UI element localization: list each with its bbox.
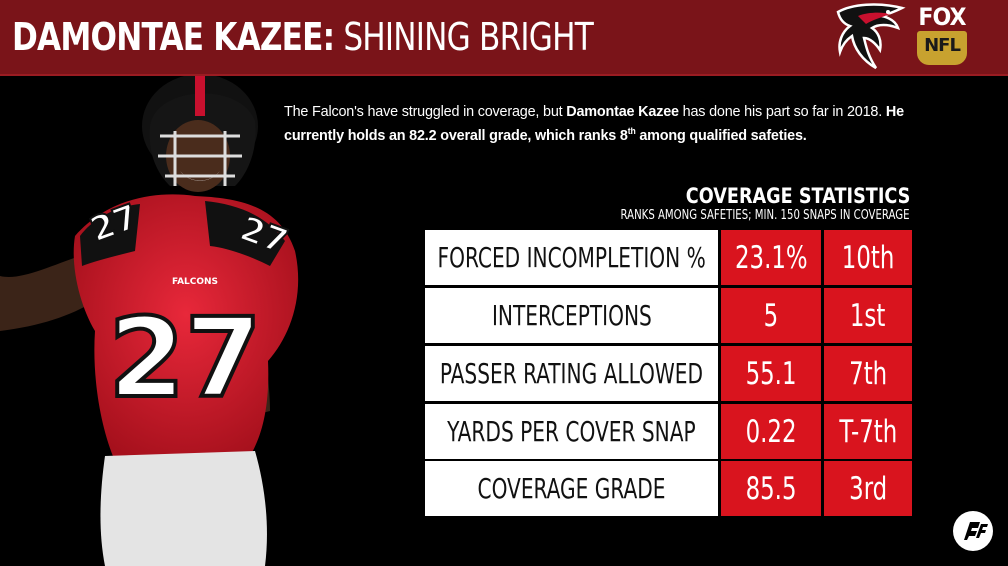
table-row: COVERAGE GRADE 85.5 3rd — [425, 461, 912, 516]
player-photo: 27 27 27 FALCONS — [0, 76, 299, 566]
stat-label-cell: INTERCEPTIONS — [425, 288, 718, 343]
intro-text-1: The Falcon's have struggled in coverage,… — [284, 103, 567, 120]
stat-rank-cell: 3rd — [824, 461, 912, 516]
intro-player-name: Damontae Kazee — [566, 103, 679, 120]
stat-label: INTERCEPTIONS — [491, 298, 652, 332]
intro-bold-end: among qualified safeties. — [635, 127, 807, 144]
pff-logo-icon — [953, 511, 993, 551]
stat-value: 85.5 — [745, 470, 797, 507]
header-bar: DAMONTAE KAZEE: SHINING BRIGHT FOX NFL — [0, 0, 1008, 76]
nfl-logo-text: NFL — [924, 35, 961, 56]
table-row: YARDS PER COVER SNAP 0.22 T-7th — [425, 404, 912, 459]
stat-value: 23.1% — [734, 239, 808, 276]
stat-rank: T-7th — [839, 413, 897, 450]
stat-rank: 7th — [848, 355, 887, 392]
stat-label: FORCED INCOMPLETION % — [437, 240, 706, 274]
fox-logo-text: FOX — [918, 3, 966, 31]
intro-superscript: th — [627, 126, 636, 136]
stat-rank-cell: 1st — [824, 288, 912, 343]
stat-label-cell: PASSER RATING ALLOWED — [425, 346, 718, 401]
intro-text-2: has done his part so far in 2018. — [678, 103, 886, 120]
fox-nfl-logo: FOX NFL — [914, 4, 970, 68]
jersey-number: 27 — [108, 294, 261, 422]
stat-label: YARDS PER COVER SNAP — [447, 414, 696, 448]
stat-value-cell: 0.22 — [721, 404, 821, 459]
table-row: FORCED INCOMPLETION % 23.1% 10th — [425, 230, 912, 285]
stat-value-cell: 23.1% — [721, 230, 821, 285]
page-title: DAMONTAE KAZEE: SHINING BRIGHT — [12, 13, 594, 61]
jersey-team-text: FALCONS — [172, 277, 218, 287]
stat-label-cell: YARDS PER COVER SNAP — [425, 404, 718, 459]
falcons-logo-icon — [836, 3, 906, 70]
table-row: INTERCEPTIONS 5 1st — [425, 288, 912, 343]
stat-value: 0.22 — [745, 413, 797, 450]
stat-rank-cell: 10th — [824, 230, 912, 285]
stat-value-cell: 55.1 — [721, 346, 821, 401]
stat-rank: 10th — [841, 239, 895, 276]
stat-label-cell: FORCED INCOMPLETION % — [425, 230, 718, 285]
nfl-shield-icon: NFL — [917, 31, 967, 65]
stat-rank: 1st — [850, 297, 886, 334]
stat-value-cell: 5 — [721, 288, 821, 343]
coverage-subtitle: RANKS AMONG SAFETIES; MIN. 150 SNAPS IN … — [620, 208, 910, 223]
intro-paragraph: The Falcon's have struggled in coverage,… — [284, 100, 956, 148]
stat-label: COVERAGE GRADE — [477, 471, 666, 505]
stat-rank-cell: 7th — [824, 346, 912, 401]
stat-value-cell: 85.5 — [721, 461, 821, 516]
stat-value: 55.1 — [745, 355, 797, 392]
stat-rank: 3rd — [848, 470, 888, 507]
table-row: PASSER RATING ALLOWED 55.1 7th — [425, 346, 912, 401]
intro-bold-text: He currently holds an 82.2 overall grade… — [284, 103, 904, 144]
title-subtitle: SHINING BRIGHT — [343, 15, 593, 59]
player-name: DAMONTAE KAZEE: — [12, 15, 335, 59]
stat-rank-cell: T-7th — [824, 404, 912, 459]
stat-label: PASSER RATING ALLOWED — [439, 356, 704, 390]
stat-value: 5 — [763, 297, 779, 334]
coverage-title: COVERAGE STATISTICS — [685, 184, 910, 208]
stat-label-cell: COVERAGE GRADE — [425, 461, 718, 516]
